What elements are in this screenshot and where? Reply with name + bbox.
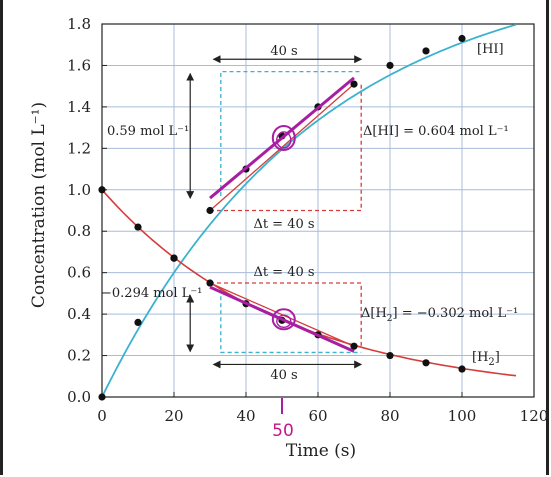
delta-hi-label: Δ[HI] = 0.604 mol L⁻¹ — [363, 124, 509, 139]
handwritten-circle-h2 — [271, 308, 296, 331]
data-point-h2 — [386, 351, 394, 360]
data-point-h2 — [458, 365, 466, 373]
x-tick-label: 120 — [520, 407, 548, 425]
data-point-h2 — [170, 254, 178, 262]
handwritten-circle-hi-inner — [276, 131, 292, 149]
y-tick-label: 0.4 — [67, 305, 91, 323]
series-label-h2: [H2] — [472, 350, 500, 368]
data-point-hi — [206, 206, 214, 215]
h2-tangent-box — [220, 289, 362, 354]
h2-secant-line — [209, 282, 355, 347]
x-tick-label: 60 — [308, 407, 327, 425]
x-tick-label: 100 — [448, 407, 477, 425]
hi-tangent-box — [220, 71, 362, 196]
hi-vertical-change-label: 0.59 mol L⁻¹ — [107, 124, 189, 139]
x-tick-label: 80 — [380, 407, 399, 425]
data-point-hi — [458, 34, 466, 43]
h2-vertical-change-label: −0.294 mol L⁻¹ — [101, 286, 202, 301]
hi-secant-triangle — [210, 84, 362, 212]
y-tick-label: 0.6 — [67, 264, 91, 282]
y-tick-label: 1.0 — [67, 181, 91, 199]
y-tick-label: 1.6 — [67, 56, 91, 74]
y-tick-label: 0.0 — [67, 388, 91, 406]
y-axis-label: Concentration (mol L⁻¹) — [29, 102, 49, 308]
h2-secant-triangle — [210, 282, 362, 347]
y-tick-label: 1.8 — [67, 15, 91, 33]
data-point-h2 — [206, 279, 214, 287]
grid — [102, 24, 534, 397]
data-point-h2 — [98, 186, 106, 194]
handwritten-tangent-h2 — [209, 285, 355, 353]
handwritten-circle-hi — [271, 124, 296, 151]
handwritten-time-label: 50 — [272, 421, 294, 441]
data-point-hi — [98, 393, 106, 401]
rate-construction — [186, 55, 363, 369]
x-tick-label: 40 — [236, 407, 255, 425]
y-tick-label: 0.2 — [67, 347, 91, 365]
delta-h2-label: Δ[H2] = −0.302 mol L⁻¹ — [361, 306, 518, 324]
handwritten-marks — [209, 76, 355, 414]
handwritten-circle-h2-inner — [276, 314, 292, 328]
data-point-hi — [422, 47, 430, 55]
data-point-h2 — [350, 342, 358, 350]
series-line-hi — [101, 23, 517, 398]
data-point-hi — [134, 318, 142, 326]
x-tick-label: 0 — [97, 407, 107, 425]
interval-label-bottom: 40 s — [270, 368, 297, 383]
axis-ticks: 0 20 40 60 80 100 120 0.0 0.2 0.4 0.6 0.8 1.0 1.2 1.4 1… — [67, 15, 548, 425]
x-axis-label: Time (s) — [286, 441, 356, 461]
dt-label-bottom: Δt = 40 s — [253, 265, 314, 280]
data-point-hi — [350, 80, 358, 88]
y-tick-label: 1.4 — [67, 98, 91, 116]
interval-label-top: 40 s — [270, 44, 297, 59]
data-point-h2 — [422, 359, 430, 367]
y-tick-label: 1.2 — [67, 139, 91, 157]
handwritten-tangent-hi — [209, 76, 355, 200]
data-point-h2 — [134, 223, 142, 231]
data-point-hi — [386, 61, 394, 70]
y-tick-label: 0.8 — [67, 222, 91, 240]
concentration-time-chart: 0 20 40 60 80 100 120 0.0 0.2 0.4 0.6 0.8 1.0 1.2 1.4 1… — [29, 15, 548, 461]
dt-label-top: Δt = 40 s — [253, 217, 314, 232]
x-tick-label: 20 — [164, 407, 183, 425]
series-label-hi: [HI] — [477, 42, 504, 57]
